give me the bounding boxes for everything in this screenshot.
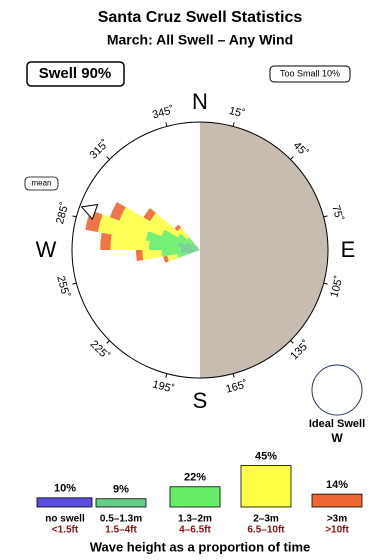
legend-caption: Wave height as a proportion of time [90,539,311,554]
degree-tick [106,340,110,344]
rose-segment [142,250,163,261]
title: Santa Cruz Swell Statistics [98,9,303,26]
rose-segment [195,245,200,250]
degree-tick [290,340,294,344]
legend-metric: no swell [45,514,85,525]
degree-label: 255˚ [54,275,71,299]
shaded-half [200,122,328,378]
degree-tick [165,122,168,127]
legend-metric: 1.3–2m [178,514,212,525]
compass-w: W [36,237,57,262]
legend-metric: >3m [327,514,347,525]
legend-metric: 0.5–1.3m [100,514,142,525]
degree-tick [290,156,294,160]
rose-segment [119,207,165,236]
degree-tick [323,215,328,218]
subtitle: March: All Swell – Any Wind [107,32,293,48]
legend-imperial: 4–6.5ft [179,525,211,536]
legend-percent: 9% [113,484,129,496]
rose-segment [97,214,149,241]
legend-percent: 45% [255,451,277,463]
mean-box [24,176,59,191]
rose-segment [180,250,200,254]
degree-label: 345˚ [151,104,175,121]
rose-segment [100,232,112,250]
rose-segment [180,246,200,250]
rose-segment [174,224,182,232]
degree-tick [165,373,168,378]
degree-tick [106,156,110,160]
compass-e: E [341,237,356,262]
rose-segment [136,250,144,262]
legend-imperial: 6.5–10ft [247,525,285,536]
legend-percent: 22% [184,472,206,484]
rose-outline [71,121,329,379]
rose-segment [148,241,182,250]
rose-segment [110,234,150,250]
ideal-label: Ideal Swell [309,418,365,430]
rose-segment [161,250,182,257]
legend-percent: 10% [54,483,76,495]
degree-label: 285˚ [54,201,71,225]
degree-label: 105˚ [328,275,345,299]
degree-tick [72,282,77,285]
rose-segment [143,208,156,222]
legend-bar [169,486,221,508]
legend-imperial: <1.5ft [52,525,79,536]
degree-label: 195˚ [151,378,175,395]
degree-tick [232,373,235,378]
ideal-direction: W [331,431,343,445]
rose-segment [161,229,187,245]
compass-n: N [192,89,208,114]
rose-segment [163,255,169,263]
rose-segment [145,231,179,246]
legend-percent: 14% [326,479,348,491]
degree-tick [323,282,328,285]
degree-label: 165˚ [225,378,249,395]
compass-s: S [193,388,208,413]
rose-segment [187,237,196,246]
degree-tick [232,122,235,127]
legend-imperial: >10ft [325,525,349,536]
rose-segment [177,233,193,245]
degree-label: 15˚ [228,105,246,121]
rose-segment [109,202,126,221]
rose-segment [191,243,200,250]
rose-segment [177,227,190,240]
legend-bar [36,497,93,508]
legend-imperial: 1.5–4ft [105,525,137,536]
rose-segment [177,242,200,250]
rose-segment [150,212,181,238]
swell-badge: Swell 90% [39,65,112,82]
degree-tick [72,215,77,218]
rose-segment [167,254,179,262]
legend-bar [311,493,363,508]
degree-label: 75˚ [329,204,345,222]
mean-marker [80,203,99,221]
rose-segment [185,242,200,250]
legend-bar [95,498,147,508]
swell-badge-box [26,61,125,87]
small-badge: Too Small 10% [280,68,340,78]
mean-label: mean [31,179,51,188]
legend-metric: 2–3m [253,514,279,525]
rose-segment [187,250,200,255]
small-badge-box [269,65,351,83]
legend-bar [240,465,292,508]
rose-segment [177,252,188,258]
ideal-swell-circle [311,364,363,416]
